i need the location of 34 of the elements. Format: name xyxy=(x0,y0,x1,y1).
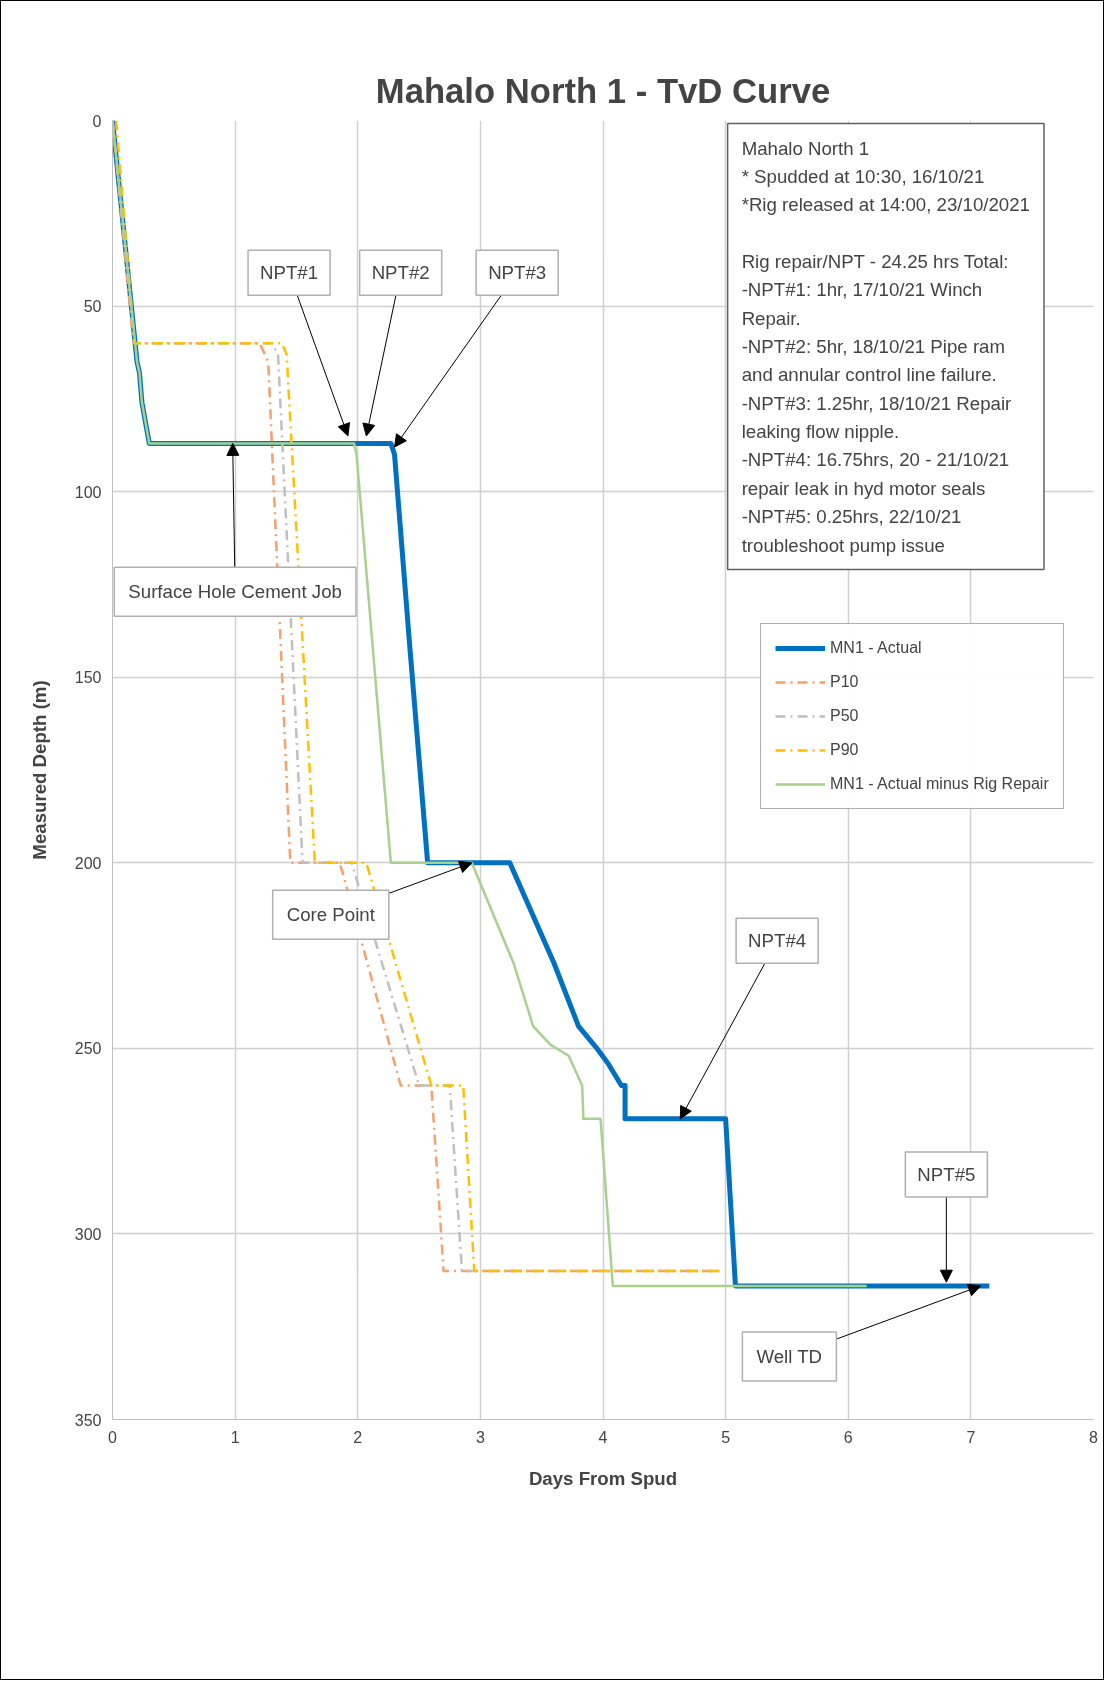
legend-label: P50 xyxy=(830,707,860,725)
x-tick-label: 1 xyxy=(230,1428,240,1446)
annotation: Core Point xyxy=(286,904,376,926)
x-tick-label: 7 xyxy=(966,1428,976,1446)
annotation: NPT#3 xyxy=(488,262,547,284)
annotation: NPT#5 xyxy=(917,1164,976,1186)
y-tick-label: 100 xyxy=(74,483,102,501)
x-tick-label: 5 xyxy=(721,1428,731,1446)
y-tick-label: 0 xyxy=(92,112,102,130)
x-tick-label: 2 xyxy=(353,1428,363,1446)
annotation: NPT#4 xyxy=(748,930,807,952)
legend-label: P10 xyxy=(830,673,860,691)
y-tick-label: 350 xyxy=(74,1411,102,1429)
x-axis-title: Days From Spud xyxy=(528,1467,678,1489)
annotation: NPT#1 xyxy=(260,262,319,284)
x-tick-label: 3 xyxy=(475,1428,485,1446)
y-tick-label: 150 xyxy=(74,669,102,687)
y-tick-label: 50 xyxy=(83,298,102,316)
legend-label: MN1 - Actual minus Rig Repair xyxy=(830,775,1049,793)
legend-label: MN1 - Actual xyxy=(830,639,923,657)
chart-title: Mahalo North 1 - TvD Curve xyxy=(375,71,831,110)
annotation: NPT#2 xyxy=(371,262,430,284)
y-tick-label: 250 xyxy=(74,1040,102,1058)
annotation: Well TD xyxy=(756,1345,823,1367)
y-tick-label: 200 xyxy=(74,854,102,872)
text: Mahalo North 1 * Spudded at 10:30, 16/10/21 *Rig released at 14:00, 23/10/2021 Rig repair/NPT - 24.25 hrs Total: -NPT#1: 1hr, 17/10/21 Winch Repair. -NPT#2: 5hr, 18/10/21 Pipe ram and annular control line failure. -NPT#3: 1.25hr, 18/10/21 Repair leaking flow nipple. -NPT#4: 16.75hrs, 20 - 21/10/21 repair leak in hyd motor seals -NPT#5: 0.25hrs, 22/10/21 troubleshoot pump issue xyxy=(741,137,1030,556)
legend-label: P90 xyxy=(830,741,860,759)
x-tick-label: 6 xyxy=(843,1428,853,1446)
x-tick-label: 8 xyxy=(1089,1428,1099,1446)
x-tick-label: 0 xyxy=(108,1428,118,1446)
y-axis-title: Measured Depth (m) xyxy=(28,680,50,860)
annotation: Surface Hole Cement Job xyxy=(128,581,342,603)
y-tick-label: 300 xyxy=(74,1225,102,1243)
x-tick-label: 4 xyxy=(598,1428,608,1446)
